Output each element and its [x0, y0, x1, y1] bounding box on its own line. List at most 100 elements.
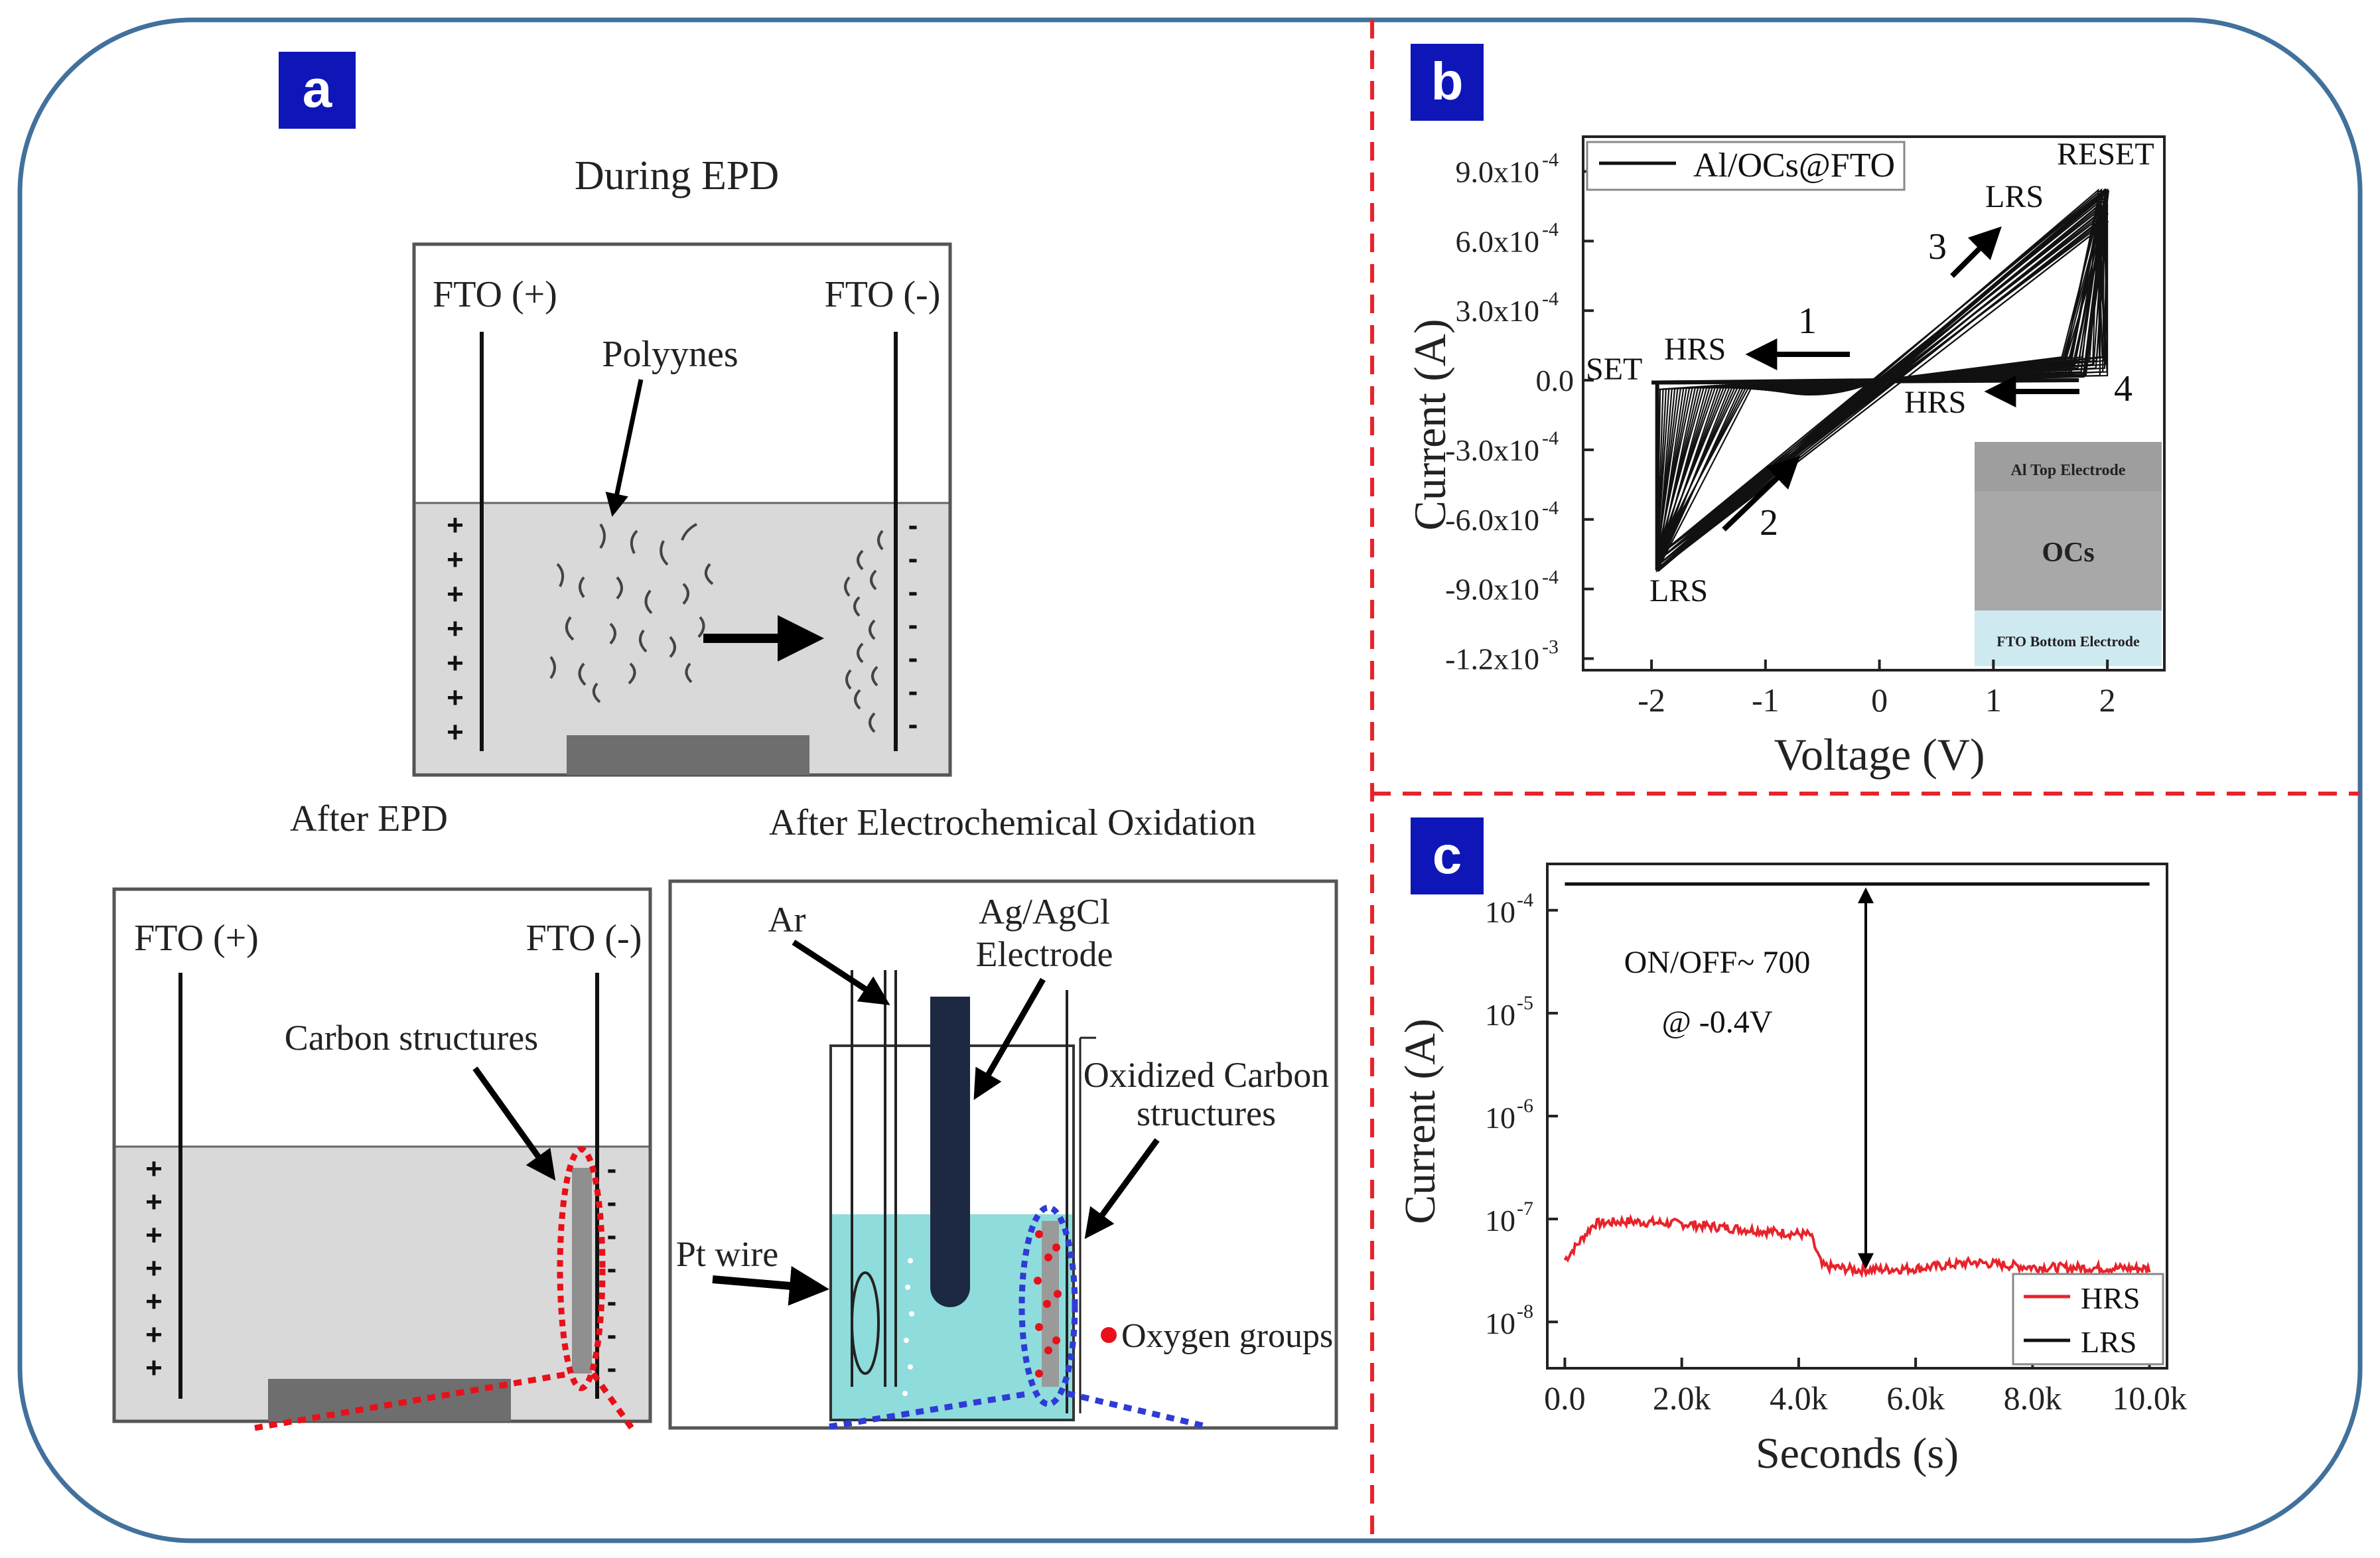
fto-neg-label: FTO (-) — [825, 274, 941, 315]
oxygen-dots — [1034, 1230, 1062, 1378]
minus-sign: - — [908, 575, 918, 608]
plus-sign: + — [145, 1285, 163, 1318]
minus-sign: - — [607, 1219, 617, 1251]
x-axis-title: Voltage (V) — [1774, 729, 1985, 780]
oxygen-legend-dot — [1101, 1327, 1117, 1343]
hrs-line — [1563, 1213, 2151, 1279]
y-tick-label: -6.0x10 — [1445, 503, 1539, 537]
positive-charges: +++++++ — [447, 509, 464, 748]
pt-wire-loop — [851, 1271, 880, 1375]
annotation-step-4: 4 — [2114, 368, 2133, 409]
outer-border — [17, 17, 2363, 1543]
after-epd-title: After EPD — [290, 798, 448, 839]
reference-electrode — [930, 997, 970, 1307]
annotation-step-2: 2 — [1760, 502, 1778, 543]
y-tick-label: 0.0 — [1536, 364, 1575, 397]
annotation-step-1: 1 — [1798, 301, 1817, 342]
deposit-highlight — [557, 1146, 606, 1391]
plus-sign: + — [447, 578, 464, 610]
panel-label-c-box — [1411, 817, 1484, 894]
minus-sign: - — [908, 608, 918, 641]
inset-middle-layer — [1975, 491, 2162, 610]
minus-sign: - — [908, 509, 918, 541]
negative-charges: ------- — [908, 509, 918, 741]
oxidized-highlight — [1018, 1204, 1078, 1407]
x-tick-label: 2.0k — [1653, 1380, 1711, 1417]
pt-wire-arrow — [712, 1266, 829, 1306]
annotation-lrs-bottom: LRS — [1649, 573, 1708, 608]
y-tick-exponent: -5 — [1517, 992, 1533, 1014]
polyyne-chains — [549, 523, 714, 703]
plus-sign: + — [447, 681, 464, 714]
oxidized-carbon-label: Oxidized Carbon — [1084, 1055, 1329, 1095]
on-off-ratio: ON/OFF~ 700 — [1624, 945, 1811, 980]
x-tick-label: -1 — [1752, 681, 1780, 719]
minus-sign: - — [607, 1285, 617, 1318]
inset-bottom-layer — [1975, 610, 2162, 666]
x-tick-label: 0 — [1871, 681, 1888, 719]
x-tick-label: 0.0 — [1544, 1380, 1586, 1417]
carbon-structures-label: Carbon structures — [285, 1018, 538, 1058]
fto-neg-label: FTO (-) — [526, 918, 642, 959]
y-tick-label: -3.0x10 — [1445, 433, 1539, 467]
y-tick-exponent: -4 — [1542, 288, 1559, 310]
y-tick-label: -9.0x10 — [1445, 573, 1539, 606]
fto-pos-label: FTO (+) — [433, 274, 557, 315]
ar-label: Ar — [768, 900, 806, 940]
minus-sign: - — [607, 1153, 617, 1185]
minus-sign: - — [908, 542, 918, 575]
y-tick-label: 10 — [1485, 1307, 1515, 1340]
y-axis-title: Current (A) — [1396, 1019, 1444, 1224]
iv-series-line — [2082, 190, 2110, 376]
after-epd-cell: FTO (+) FTO (-) Carbon structures ++++++… — [112, 887, 652, 1431]
minus-sign: - — [908, 642, 918, 674]
panel-c: c 0.0 2.0k 4.0k 6.0k 8.0k 10.0k10-410-510-610… — [1396, 817, 2187, 1478]
hrs-branch-line — [1651, 378, 2079, 385]
deposited-chains — [844, 530, 884, 733]
annotation-set: SET — [1586, 352, 1642, 387]
plus-sign: + — [145, 1153, 163, 1185]
negative-charges: ------- — [607, 1153, 617, 1384]
panel-label-b-box — [1411, 44, 1484, 121]
y-tick-exponent: -8 — [1517, 1301, 1533, 1322]
y-tick-exponent: -4 — [1542, 218, 1559, 240]
x-tick-label: 6.0k — [1886, 1380, 1945, 1417]
y-tick-exponent: -4 — [1542, 567, 1559, 589]
carbon-arrow — [472, 1066, 556, 1181]
substrate — [567, 735, 809, 775]
inset-bottom-label: FTO Bottom Electrode — [1996, 633, 2140, 650]
minus-sign: - — [607, 1318, 617, 1351]
y-axis-title: Current (A) — [1405, 319, 1455, 530]
y-tick-exponent: -4 — [1542, 149, 1559, 171]
plus-sign: + — [145, 1252, 163, 1285]
panel-label-c: c — [1433, 825, 1462, 885]
panel-label-a-box — [279, 52, 356, 129]
y-tick-label: 10 — [1485, 895, 1515, 929]
zoom-lines — [254, 1370, 571, 1431]
x-axis-title: Seconds (s) — [1756, 1429, 1959, 1478]
legend-label-lrs: LRS — [2081, 1325, 2136, 1359]
positive-charges: +++++++ — [145, 1153, 163, 1384]
oxidation-cell: Ar Ag/AgCl Electrode Oxidized Carbon str… — [668, 879, 1338, 1430]
oxidized-carbon-label: structures — [1137, 1094, 1276, 1133]
oxidized-arrow — [1084, 1138, 1160, 1239]
legend-label-hrs: HRS — [2081, 1281, 2140, 1315]
x-tick-label: 1 — [1985, 681, 2002, 719]
annotation-reset: RESET — [2057, 137, 2154, 172]
y-tick-label: 10 — [1485, 1101, 1515, 1135]
y-tick-exponent: -6 — [1517, 1095, 1533, 1117]
ar-bubbles — [902, 1258, 914, 1396]
during-epd-title: During EPD — [575, 153, 779, 198]
legend-box — [1586, 141, 1906, 191]
fto-pos-label: FTO (+) — [134, 918, 259, 959]
y-tick-exponent: -7 — [1517, 1198, 1533, 1220]
agcl-label: Electrode — [976, 934, 1113, 974]
agcl-arrow — [973, 977, 1046, 1100]
polyynes-label: Polyynes — [602, 334, 738, 375]
y-tick-label: 9.0x10 — [1456, 155, 1540, 188]
panel-label-b: b — [1431, 52, 1464, 111]
after-oxidation-title: After Electrochemical Oxidation — [769, 802, 1256, 843]
minus-sign: - — [908, 708, 918, 741]
minus-sign: - — [607, 1352, 617, 1384]
